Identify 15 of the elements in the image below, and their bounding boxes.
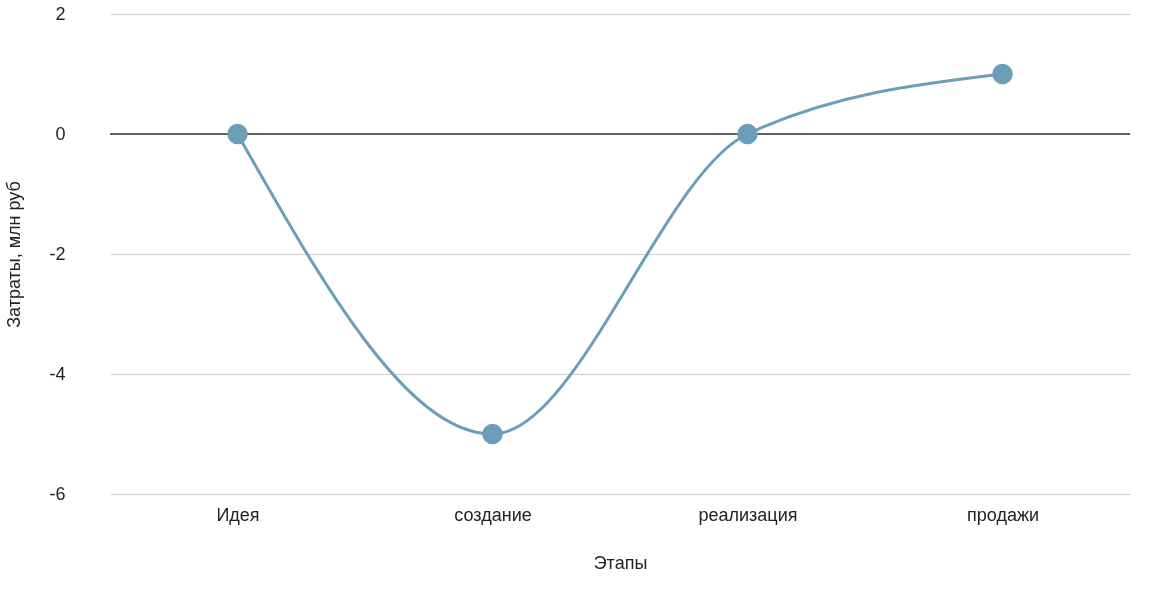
y-tick-label: -4 [49, 363, 66, 384]
point [737, 123, 758, 145]
x-axis-title: Этапы [593, 552, 648, 573]
x-tick-label: реализация [698, 504, 798, 525]
y-tick-label: 2 [55, 3, 66, 24]
point [227, 123, 248, 145]
y-tick-label: -6 [49, 483, 66, 504]
y-axis-title: Затраты, млн руб [4, 181, 25, 328]
point [482, 423, 503, 445]
point [992, 63, 1013, 85]
y-tick-label: -2 [49, 243, 66, 264]
x-tick-label: Идея [216, 504, 260, 525]
x-tick-label: продажи [967, 504, 1039, 525]
y-tick-label: 0 [55, 123, 66, 144]
x-tick-label: создание [454, 504, 532, 525]
